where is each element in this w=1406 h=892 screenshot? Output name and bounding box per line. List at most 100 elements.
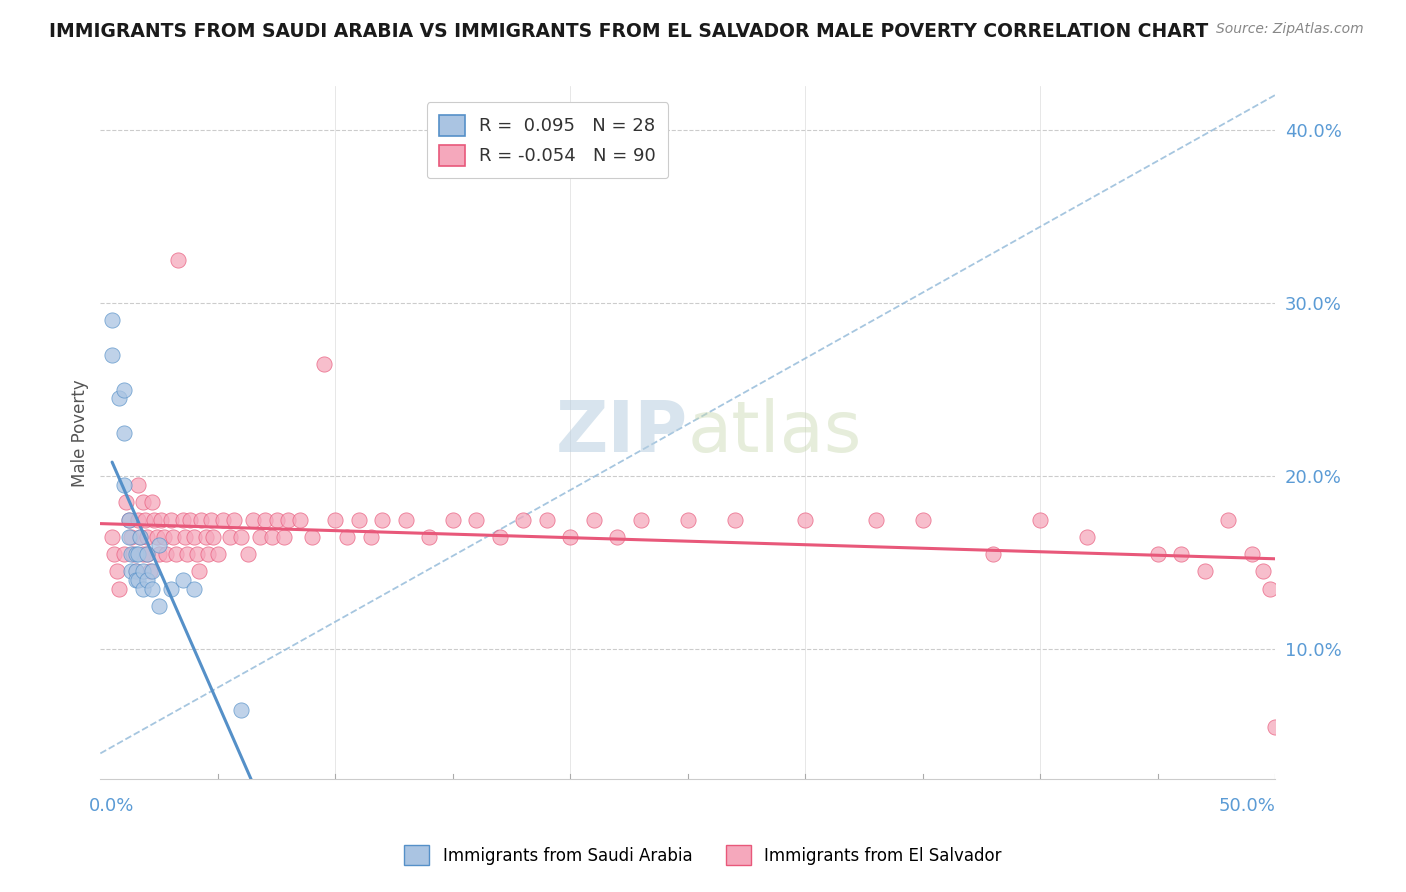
Point bbox=[141, 495, 163, 509]
Point bbox=[224, 512, 246, 526]
Text: atlas: atlas bbox=[688, 399, 862, 467]
Point bbox=[253, 512, 276, 526]
Point bbox=[122, 547, 145, 561]
Point bbox=[1260, 582, 1282, 596]
Point bbox=[127, 512, 149, 526]
Point bbox=[145, 530, 167, 544]
Text: Source: ZipAtlas.com: Source: ZipAtlas.com bbox=[1216, 22, 1364, 37]
Point bbox=[724, 512, 747, 526]
Point bbox=[197, 547, 219, 561]
Point bbox=[195, 530, 218, 544]
Point bbox=[172, 512, 194, 526]
Point bbox=[131, 565, 153, 579]
Point bbox=[1146, 547, 1168, 561]
Point bbox=[141, 565, 163, 579]
Point bbox=[1194, 565, 1216, 579]
Point bbox=[176, 547, 198, 561]
Text: ZIP: ZIP bbox=[555, 399, 688, 467]
Point bbox=[288, 512, 311, 526]
Point bbox=[242, 512, 264, 526]
Point bbox=[148, 547, 170, 561]
Point bbox=[911, 512, 934, 526]
Point bbox=[103, 547, 125, 561]
Point bbox=[148, 599, 170, 614]
Point bbox=[120, 530, 142, 544]
Point bbox=[266, 512, 288, 526]
Point bbox=[249, 530, 271, 544]
Legend: Immigrants from Saudi Arabia, Immigrants from El Salvador: Immigrants from Saudi Arabia, Immigrants… bbox=[396, 837, 1010, 873]
Point bbox=[136, 573, 159, 587]
Point bbox=[152, 530, 174, 544]
Point bbox=[981, 547, 1004, 561]
Point bbox=[218, 530, 240, 544]
Point bbox=[120, 565, 142, 579]
Point bbox=[395, 512, 418, 526]
Point bbox=[277, 512, 299, 526]
Point bbox=[136, 547, 159, 561]
Point bbox=[143, 512, 166, 526]
Point bbox=[112, 478, 135, 492]
Point bbox=[136, 547, 159, 561]
Point bbox=[155, 547, 177, 561]
Point bbox=[183, 530, 205, 544]
Point bbox=[211, 512, 233, 526]
Point bbox=[630, 512, 652, 526]
Point bbox=[105, 565, 128, 579]
Point bbox=[136, 530, 159, 544]
Point bbox=[165, 547, 187, 561]
Point bbox=[117, 530, 139, 544]
Point bbox=[360, 530, 382, 544]
Point bbox=[323, 512, 346, 526]
Point bbox=[127, 573, 149, 587]
Point bbox=[606, 530, 628, 544]
Point bbox=[141, 582, 163, 596]
Point bbox=[441, 512, 464, 526]
Point bbox=[101, 313, 124, 327]
Point bbox=[1240, 547, 1263, 561]
Point bbox=[112, 425, 135, 440]
Point bbox=[312, 357, 335, 371]
Point bbox=[207, 547, 229, 561]
Point bbox=[200, 512, 222, 526]
Point bbox=[1076, 530, 1098, 544]
Point bbox=[273, 530, 295, 544]
Point bbox=[131, 495, 153, 509]
Point bbox=[150, 512, 173, 526]
Point bbox=[131, 547, 153, 561]
Point bbox=[202, 530, 225, 544]
Point bbox=[112, 383, 135, 397]
Point bbox=[676, 512, 699, 526]
Point bbox=[115, 495, 138, 509]
Point bbox=[347, 512, 370, 526]
Point bbox=[560, 530, 582, 544]
Text: IMMIGRANTS FROM SAUDI ARABIA VS IMMIGRANTS FROM EL SALVADOR MALE POVERTY CORRELA: IMMIGRANTS FROM SAUDI ARABIA VS IMMIGRAN… bbox=[49, 22, 1209, 41]
Point bbox=[108, 582, 131, 596]
Legend: R =  0.095   N = 28, R = -0.054   N = 90: R = 0.095 N = 28, R = -0.054 N = 90 bbox=[426, 103, 668, 178]
Point bbox=[162, 530, 184, 544]
Point bbox=[190, 512, 212, 526]
Point bbox=[231, 703, 253, 717]
Point bbox=[120, 547, 142, 561]
Point bbox=[160, 582, 183, 596]
Point bbox=[1170, 547, 1192, 561]
Point bbox=[101, 348, 124, 362]
Point bbox=[1253, 565, 1275, 579]
Point bbox=[238, 547, 260, 561]
Point bbox=[336, 530, 359, 544]
Point bbox=[138, 565, 160, 579]
Point bbox=[129, 530, 152, 544]
Point bbox=[301, 530, 323, 544]
Point bbox=[167, 252, 190, 267]
Point bbox=[129, 530, 152, 544]
Point bbox=[536, 512, 558, 526]
Point bbox=[371, 512, 394, 526]
Point bbox=[582, 512, 605, 526]
Point bbox=[186, 547, 208, 561]
Point bbox=[148, 539, 170, 553]
Point bbox=[127, 478, 149, 492]
Point bbox=[117, 512, 139, 526]
Point bbox=[488, 530, 510, 544]
Text: 0.0%: 0.0% bbox=[89, 797, 134, 814]
Point bbox=[794, 512, 817, 526]
Point bbox=[160, 512, 183, 526]
